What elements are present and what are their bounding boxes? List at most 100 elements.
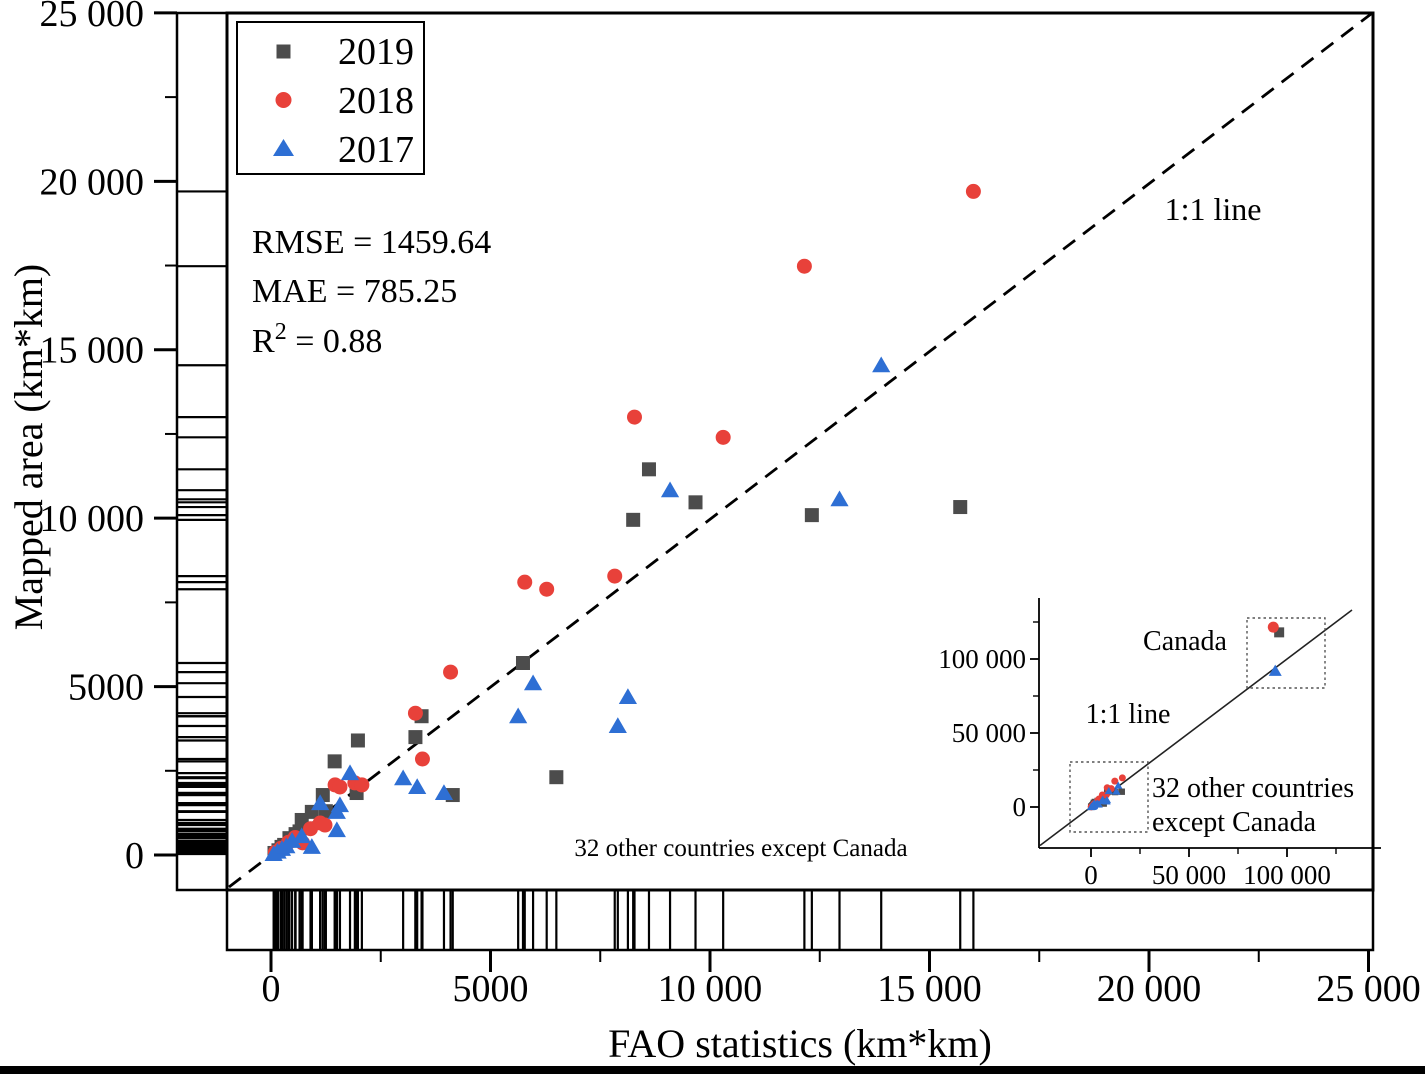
- point-2019: [688, 495, 703, 510]
- inset-canada-point-2018: [1267, 621, 1279, 633]
- inset-tick-labels: 0 50 000 100 000 0 50 000 100 000: [938, 644, 1331, 890]
- x-tick-label: 0: [262, 968, 281, 1010]
- x-tick-label: 5000: [453, 968, 529, 1010]
- point-2018: [407, 705, 423, 721]
- point-2017: [327, 821, 346, 838]
- point-2018: [414, 751, 430, 767]
- inset-canada-point-2017: [1268, 664, 1282, 676]
- x-tick-label: 15 000: [877, 968, 982, 1010]
- x-tick-label: 20 000: [1097, 968, 1202, 1010]
- bottom-rug-frame: [225, 888, 1375, 952]
- inset-y-tick-label: 0: [1013, 792, 1027, 822]
- point-2018: [715, 429, 731, 445]
- axis-tick-labels: 0 5000 10 000 15 000 20 000 25 000 0 5000 10 000…: [40, 0, 1421, 1010]
- inset-x-tick-label: 0: [1084, 860, 1098, 890]
- legend-label-2019: 2019: [338, 31, 414, 73]
- legend-label-2018: 2018: [338, 80, 414, 122]
- legend: 2019 2018 2017: [236, 21, 425, 175]
- inset-x-tick-label: 100 000: [1243, 860, 1331, 890]
- point-2019: [953, 500, 968, 515]
- legend-marker-2018: [275, 92, 292, 108]
- rmse-text: RMSE = 1459.64: [252, 224, 491, 261]
- inset-ticks: [1030, 621, 1337, 857]
- point-2018: [443, 664, 459, 680]
- point-2017: [330, 796, 350, 813]
- point-2017: [608, 717, 627, 733]
- inset-cluster-point-2017: [1102, 796, 1112, 804]
- inset-cluster-point-2017: [1104, 786, 1113, 795]
- point-2017: [830, 490, 849, 507]
- point-2018: [332, 779, 348, 795]
- scatter-points: [264, 183, 981, 861]
- point-2018: [354, 777, 370, 793]
- inset-chart: 0 50 000 100 000 0 50 000 100 000 Canada 1:1 …: [938, 598, 1381, 890]
- legend-box: [236, 21, 425, 175]
- point-2018: [965, 183, 981, 199]
- y-tick-label: 25 000: [40, 0, 145, 35]
- point-2017: [523, 674, 543, 691]
- point-2017: [311, 794, 330, 811]
- left-rug-frame: [175, 11, 229, 892]
- point-2018: [539, 581, 555, 597]
- x-axis-title: FAO statistics (km*km): [608, 1021, 992, 1066]
- point-2017: [282, 832, 302, 848]
- legend-label-2017: 2017: [338, 129, 414, 171]
- bottom-border-bar: [0, 1066, 1425, 1074]
- mae-text: MAE = 785.25: [252, 273, 457, 310]
- point-2018: [317, 817, 333, 833]
- y-tick-label: 15 000: [40, 330, 145, 372]
- point-2017: [340, 764, 360, 781]
- point-2018: [607, 568, 623, 584]
- inset-cluster-point-2017: [1114, 781, 1123, 789]
- point-2017: [872, 356, 891, 373]
- legend-marker-2017: [273, 139, 294, 156]
- point-2019: [549, 770, 564, 785]
- point-2019: [626, 512, 641, 527]
- inset-cluster-box: [1069, 761, 1149, 833]
- x-tick-label: 10 000: [658, 968, 763, 1010]
- point-2017: [302, 838, 321, 854]
- one-to-one-line-label: 1:1 line: [1165, 191, 1262, 227]
- stats-block: RMSE = 1459.64 MAE = 785.25 R2 = 0.88: [252, 224, 491, 360]
- point-2017: [408, 778, 427, 794]
- inset-cluster-point-2018: [1118, 774, 1126, 782]
- point-2017: [394, 769, 413, 786]
- inset-y-tick-label: 50 000: [952, 718, 1026, 748]
- inset-line-label: 1:1 line: [1086, 699, 1171, 730]
- point-2017: [660, 481, 680, 498]
- axis-ticks: [154, 11, 1370, 972]
- point-2019: [641, 462, 656, 477]
- point-2019: [327, 754, 342, 769]
- inset-others-label-2: except Canada: [1152, 807, 1317, 838]
- legend-marker-2019: [276, 44, 291, 59]
- point-2017: [292, 827, 311, 844]
- inset-cluster-point-2019: [1118, 788, 1125, 795]
- point-2018: [517, 574, 533, 590]
- x-marginal-rug: [272, 891, 975, 949]
- inset-cluster-point-2018: [1111, 777, 1119, 785]
- y-tick-label: 20 000: [40, 161, 145, 203]
- inset-canada-box: [1246, 617, 1326, 689]
- y-axis-title: Mapped area (km*km): [6, 264, 51, 631]
- point-2018: [796, 258, 812, 274]
- y-tick-label: 5000: [68, 667, 144, 709]
- point-2019: [804, 508, 819, 523]
- inset-points: [1086, 621, 1285, 811]
- r2-text: R2 = 0.88: [252, 319, 382, 360]
- point-2017: [509, 707, 528, 724]
- inset-y-tick-label: 100 000: [938, 644, 1026, 674]
- inset-canada-point-2019: [1274, 627, 1285, 638]
- point-2019: [515, 656, 530, 671]
- point-2017: [434, 784, 454, 801]
- inset-others-label-1: 32 other countries: [1152, 773, 1354, 804]
- y-tick-label: 10 000: [40, 498, 145, 540]
- inset-x-tick-label: 50 000: [1152, 860, 1226, 890]
- y-marginal-rug: [178, 190, 226, 856]
- point-2019: [408, 730, 423, 745]
- point-2019: [350, 733, 365, 748]
- y-tick-label: 0: [125, 835, 144, 877]
- point-2018: [626, 409, 642, 425]
- countries-annotation: 32 other countries except Canada: [574, 835, 907, 862]
